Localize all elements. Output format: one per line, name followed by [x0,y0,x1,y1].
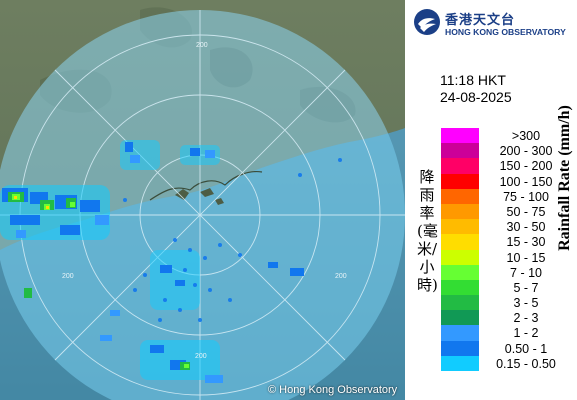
legend-swatch [441,234,479,250]
legend-row: 200 - 300 [441,143,571,159]
legend-row: 7 - 10 [441,264,571,280]
observation-time: 11:18 HKT [440,72,506,88]
legend-swatch [441,340,479,356]
legend-row: 3 - 5 [441,295,571,311]
legend-label: 0.50 - 1 [504,341,548,356]
radar-image: 200 200 200 200 [0,0,405,400]
legend-row: 30 - 50 [441,219,571,235]
legend-label: 10 - 15 [506,250,546,265]
ring-label-south: 200 [195,353,207,360]
logo-text-english: HONG KONG OBSERVATORY [445,27,566,37]
info-panel: 香港天文台 HONG KONG OBSERVATORY 11:18 HKT 24… [405,0,577,400]
legend-row: 150 - 200 [441,158,571,174]
legend-row: 1 - 2 [441,325,571,341]
legend-swatch [441,158,479,174]
legend-swatch [441,355,479,371]
ring-label-north: 200 [196,42,208,49]
legend-swatch [441,203,479,220]
legend-label: 3 - 5 [513,296,539,311]
rainfall-legend: >300 200 - 300 150 - 200 100 - 150 75 - 100 5… [441,128,571,371]
legend-label: 200 - 300 [499,144,553,159]
legend-row: 0.15 - 0.50 [441,355,571,371]
legend-swatch [441,295,479,311]
logo-text-chinese: 香港天文台 [445,13,516,28]
legend-label: 75 - 100 [503,189,549,204]
legend-row: 100 - 150 [441,173,571,189]
copyright-notice: © Hong Kong Observatory [268,384,398,396]
ring-label-east: 200 [335,273,347,280]
legend-label: 15 - 30 [506,235,546,250]
legend-swatch [441,143,479,159]
legend-swatch [441,128,479,144]
legend-label: 100 - 150 [499,174,553,189]
legend-label: 150 - 200 [499,159,553,174]
hko-emblem-icon [414,9,440,35]
rain-echoes [0,140,342,383]
hko-logo: 香港天文台 HONG KONG OBSERVATORY [413,6,575,42]
legend-row: 2 - 3 [441,310,571,326]
legend-title-chinese: 降雨率(毫米/小時) [417,168,438,294]
legend-label: 1 - 2 [513,326,539,341]
legend-label: 2 - 3 [513,311,539,326]
legend-row: 0.50 - 1 [441,340,571,356]
legend-swatch [441,264,479,280]
observation-date: 24-08-2025 [440,89,512,105]
legend-swatch [441,325,479,341]
legend-label: 50 - 75 [506,204,546,219]
legend-label: 0.15 - 0.50 [496,356,556,371]
radar-map: 200 200 200 200 © Hong Kong Observatory [0,0,405,400]
radar-coverage [0,10,405,400]
legend-label: 5 - 7 [513,280,539,295]
legend-swatch [441,188,479,204]
legend-row: 75 - 100 [441,188,571,204]
legend-title-english-text: Rainfall Rate (mm/h) [556,105,573,251]
legend-row: 50 - 75 [441,203,571,220]
legend-swatch [441,279,479,296]
ring-label-west: 200 [62,273,74,280]
legend-label: >300 [511,129,541,143]
legend-label: 30 - 50 [506,220,546,235]
legend-swatch [441,173,479,189]
legend-row: 15 - 30 [441,234,571,250]
legend-row: 10 - 15 [441,249,571,265]
legend-swatch [441,219,479,235]
legend-row: >300 [441,128,571,144]
legend-row: 5 - 7 [441,279,571,296]
legend-swatch [441,310,479,326]
legend-swatch [441,249,479,265]
legend-label: 7 - 10 [510,265,542,280]
